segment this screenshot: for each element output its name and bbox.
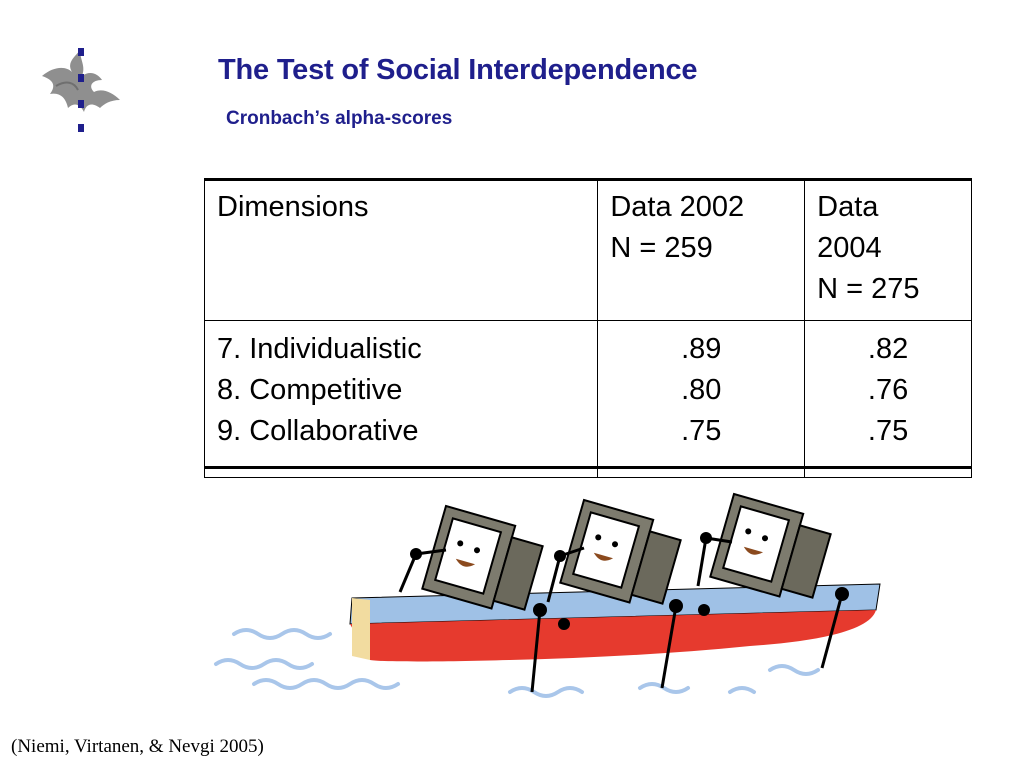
header-2004-n: N = 275: [817, 273, 920, 305]
dimension-competitive: 8. Competitive: [217, 374, 403, 406]
header-data-2002: Data 2002 N = 259: [597, 178, 806, 321]
header-2004-year: 2004: [817, 232, 882, 264]
header-2002-n: N = 259: [610, 232, 713, 264]
dimensions-cell: 7. Individualistic 8. Competitive 9. Col…: [203, 320, 599, 478]
header-2002-label: Data 2002: [610, 191, 745, 223]
table-row: 7. Individualistic 8. Competitive 9. Col…: [203, 320, 972, 478]
score-2004-competitive: .76: [867, 374, 909, 406]
monitor-rowers-icon: [398, 492, 849, 693]
table-top-rule: [204, 178, 972, 181]
score-2002-competitive: .80: [681, 374, 722, 406]
header-data-2004: Data 2004 N = 275: [804, 178, 972, 321]
table-header-row: Dimensions Data 2002 N = 259 Data 2004 N…: [203, 178, 972, 321]
header-dimensions: Dimensions: [203, 178, 599, 321]
score-2002-collaborative: .75: [681, 415, 722, 447]
header-dimensions-label: Dimensions: [217, 191, 369, 223]
score-2002-individualistic: .89: [681, 333, 722, 365]
citation: (Niemi, Virtanen, & Nevgi 2005): [11, 736, 264, 757]
university-logo-icon: [42, 48, 120, 132]
water-waves-icon: [214, 628, 820, 698]
boat-icon: [349, 583, 881, 662]
dimension-collaborative: 9. Collaborative: [217, 415, 419, 447]
slide-title: The Test of Social Interdependence: [218, 54, 698, 86]
score-2004-collaborative: .75: [867, 415, 909, 447]
slide-subtitle: Cronbach’s alpha-scores: [226, 108, 453, 129]
data-2004-cell: .82 .76 .75: [804, 320, 972, 478]
data-2002-cell: .89 .80 .75: [597, 320, 806, 478]
header-2004-label: Data: [817, 191, 879, 223]
score-2004-individualistic: .82: [867, 333, 909, 365]
rowing-monitors-illustration: [214, 492, 881, 698]
alpha-scores-table: Dimensions Data 2002 N = 259 Data 2004 N…: [203, 178, 972, 478]
dimension-individualistic: 7. Individualistic: [217, 333, 422, 365]
table-bottom-rule: [204, 466, 972, 469]
